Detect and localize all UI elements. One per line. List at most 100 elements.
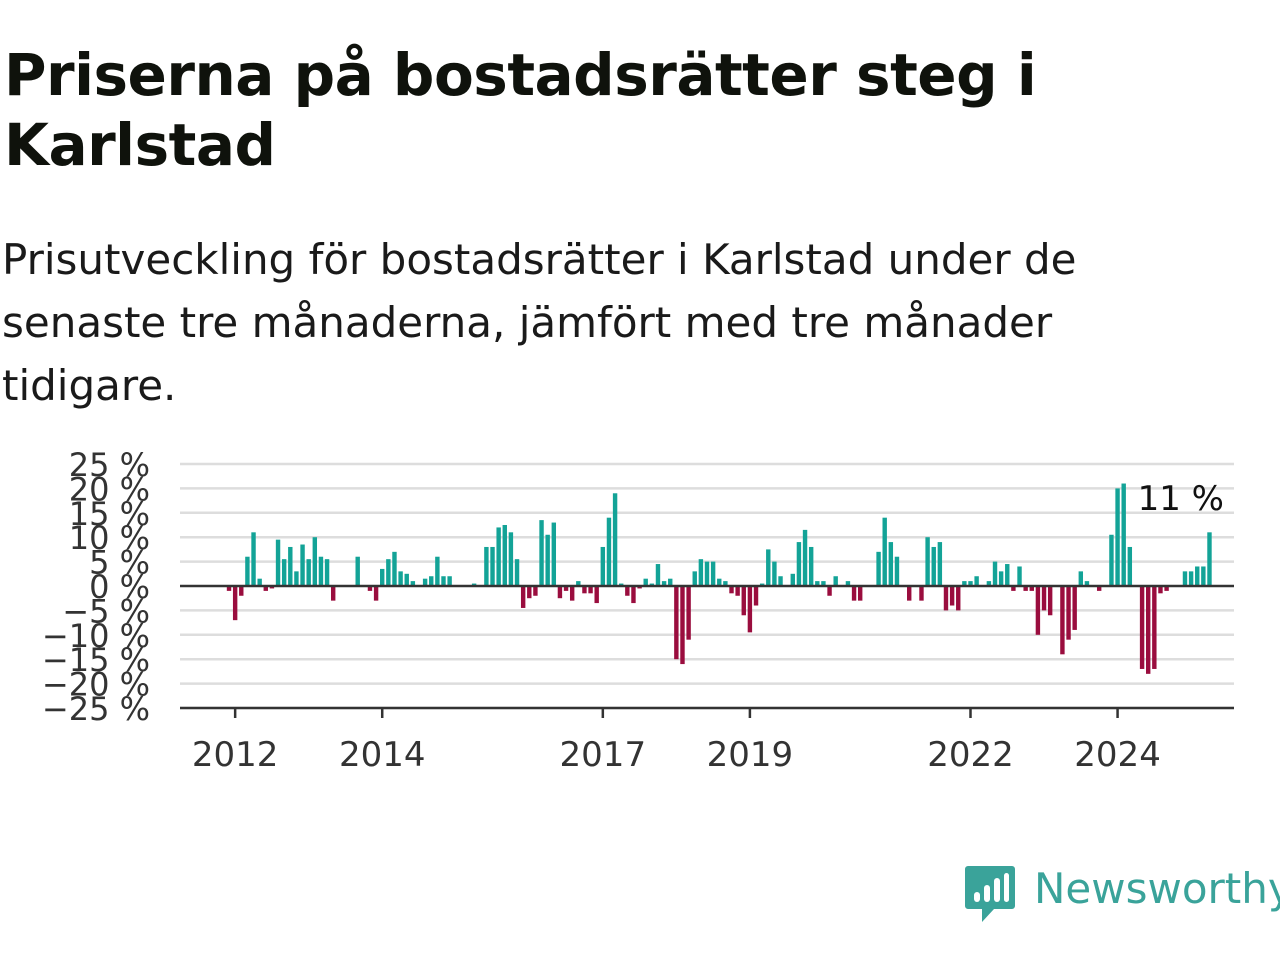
y-axis-tick-labels: 25 %20 %15 %10 %5 %0 %−5 %−10 %−15 %−20 …: [42, 446, 150, 728]
bar: [576, 581, 581, 586]
bar: [882, 517, 887, 586]
bar: [355, 556, 360, 586]
bar: [1072, 586, 1077, 630]
bar: [245, 556, 250, 586]
bar: [698, 559, 704, 586]
bar: [668, 578, 673, 586]
bar: [447, 576, 452, 586]
bar: [386, 559, 391, 586]
bar: [710, 561, 716, 586]
bar: [1096, 586, 1102, 591]
bar: [680, 586, 685, 665]
bar: [949, 586, 955, 606]
bar: [1152, 586, 1157, 669]
bar: [551, 522, 557, 586]
bar: [288, 546, 293, 586]
bar: [747, 586, 753, 633]
bar: [232, 586, 238, 621]
bar: [974, 576, 979, 586]
bar: [539, 520, 544, 586]
bar: [398, 571, 403, 586]
bar: [557, 586, 563, 599]
bar: [1158, 586, 1163, 594]
bar: [1023, 586, 1028, 591]
bar: [625, 586, 630, 596]
bar: [931, 546, 936, 586]
bar: [888, 542, 894, 586]
y-tick-label: 10 %: [69, 519, 150, 557]
bar: [925, 537, 930, 586]
bar: [937, 542, 943, 586]
bar: [876, 551, 881, 586]
bar: [1017, 566, 1022, 586]
bar: [753, 586, 759, 606]
bar: [1084, 581, 1090, 586]
bar: [778, 576, 783, 586]
x-tick-label: 2022: [927, 735, 1014, 775]
bar: [790, 573, 795, 586]
bar: [1078, 571, 1084, 586]
bar: [1146, 586, 1151, 674]
bar: [422, 578, 428, 586]
bar: [1195, 566, 1200, 586]
bar: [717, 578, 722, 586]
bar: [1121, 483, 1126, 586]
bar: [796, 542, 802, 586]
bar: [1115, 488, 1120, 586]
y-tick-label: −25 %: [42, 690, 150, 728]
bar: [1047, 586, 1053, 616]
bar: [514, 559, 520, 586]
bar: [943, 586, 949, 611]
x-tick-label: 2024: [1074, 735, 1161, 775]
bar: [281, 559, 287, 586]
x-tick-label: 2019: [707, 735, 794, 775]
bar: [833, 576, 838, 586]
bar: [324, 559, 330, 586]
bar: [508, 532, 514, 586]
bar: [827, 586, 832, 596]
bar: [1060, 586, 1065, 655]
bar: [392, 551, 397, 586]
bar: [704, 561, 710, 586]
y-tick-label: 5 %: [89, 544, 150, 582]
x-tick-label: 2014: [339, 735, 426, 775]
bar: [582, 586, 587, 594]
bar: [998, 571, 1004, 586]
bar: [894, 556, 900, 586]
bar: [992, 561, 998, 586]
bar: [263, 586, 268, 591]
bar: [527, 586, 532, 599]
bar: [919, 586, 924, 601]
bar: [1164, 586, 1169, 591]
bar: [441, 576, 446, 586]
bar: [435, 556, 440, 586]
bar: [907, 586, 912, 601]
bar: [251, 532, 256, 586]
y-tick-label: −5 %: [62, 592, 150, 630]
bar: [735, 586, 740, 596]
y-tick-label: −15 %: [42, 641, 150, 679]
bar: [600, 546, 606, 586]
y-tick-label: −20 %: [42, 666, 150, 704]
bar: [968, 581, 973, 586]
bar-chart: 25 %20 %15 %10 %5 %0 %−5 %−10 %−15 %−20 …: [42, 446, 1234, 775]
x-tick-label: 2017: [560, 735, 647, 775]
bar: [723, 581, 728, 586]
y-tick-label: 15 %: [69, 495, 150, 533]
y-tick-label: −10 %: [42, 617, 150, 655]
bar: [257, 578, 262, 586]
bar: [1041, 586, 1047, 611]
bar: [808, 546, 814, 586]
bar: [1201, 566, 1206, 586]
bar: [275, 539, 281, 586]
bar: [594, 586, 599, 604]
bar: [410, 581, 416, 586]
bars: [226, 483, 1212, 674]
bar: [545, 534, 550, 586]
bar: [588, 586, 593, 594]
newsworthy-logo-icon: [965, 866, 1015, 922]
bar: [330, 586, 336, 601]
bar: [1182, 571, 1188, 586]
bar: [661, 581, 667, 586]
bar: [956, 586, 961, 611]
